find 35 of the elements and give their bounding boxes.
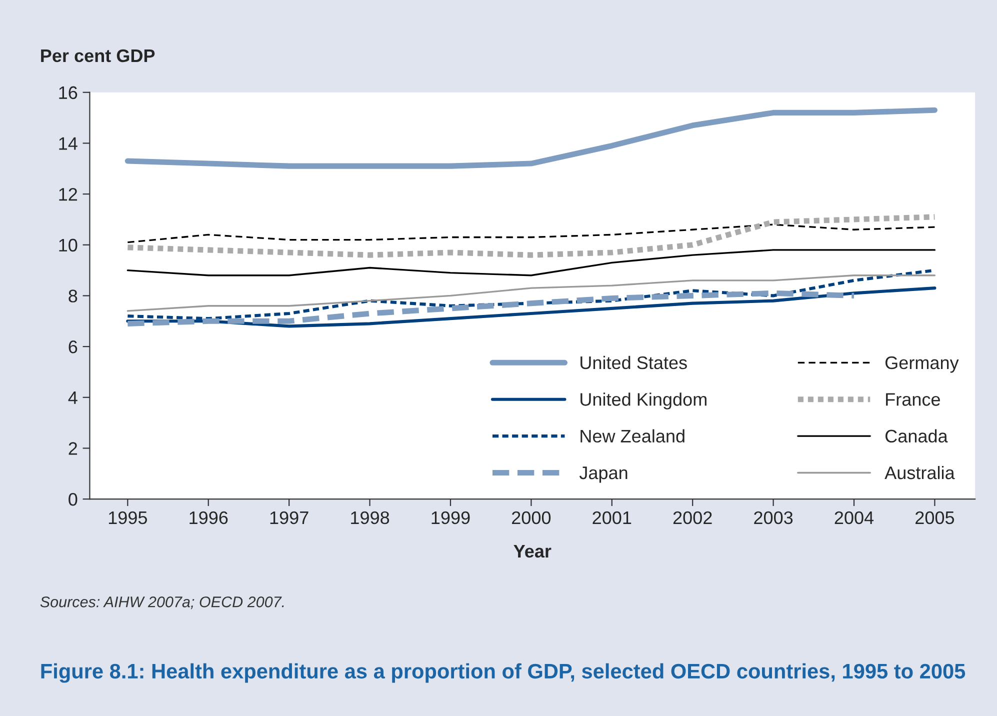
x-tick-label: 2001 [592, 511, 632, 524]
y-tick-label: 10 [59, 238, 78, 252]
x-tick-label: 1998 [351, 511, 390, 524]
y-tick-label: 6 [68, 340, 78, 354]
legend-label: United Kingdom [580, 392, 706, 410]
legend-label: Germany [885, 356, 959, 373]
legend-label: France [886, 393, 940, 406]
y-axis-title: Per cent GDP [41, 49, 155, 62]
y-tick-label: 2 [68, 442, 78, 455]
x-tick-label: 1999 [432, 511, 470, 524]
y-tick-label: 4 [68, 392, 78, 404]
legend-label: New Zealand [580, 429, 684, 443]
line-series [126, 274, 936, 312]
x-tick-label: 1996 [190, 511, 228, 524]
legend-label: Japan [579, 466, 628, 483]
legend-label: Canada [885, 429, 948, 443]
y-tick-label: 14 [59, 137, 78, 150]
x-tick-label: 2005 [916, 511, 954, 524]
x-tick-label: 2002 [673, 511, 712, 524]
legend-label: Australia [884, 466, 955, 480]
x-tick-label: 2000 [512, 511, 551, 524]
x-tick-label: 2004 [834, 511, 874, 524]
y-tick-label: 16 [59, 86, 78, 100]
text: Figure 8.1: Health expenditure as a proportion of GDP, selected OECD countries, 1995 to 2005 [41, 663, 966, 683]
x-axis-title: Year [514, 545, 552, 558]
y-tick-label: 8 [68, 290, 78, 302]
x-tick-label: 1997 [270, 511, 308, 524]
y-tick-label: 12 [59, 188, 78, 201]
x-tick-label: 1995 [108, 511, 147, 524]
legend-label: United States [580, 356, 687, 370]
x-tick-label: 2003 [754, 511, 793, 524]
line-series [126, 224, 936, 244]
line-series [126, 249, 936, 276]
source-note: Sources: AIHW 2007a; OECD 2007. [40, 596, 284, 610]
y-tick-label: 0 [68, 492, 78, 506]
